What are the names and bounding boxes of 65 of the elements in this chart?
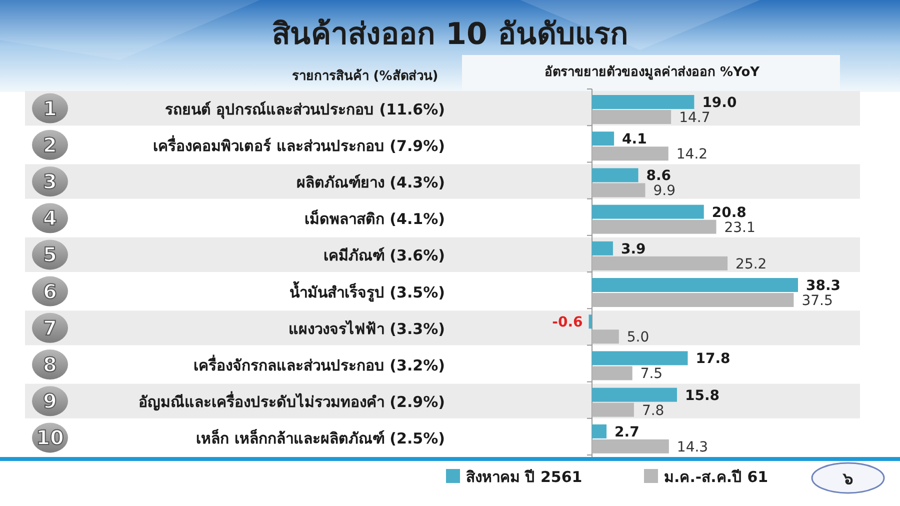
data-label: 7.8 bbox=[642, 402, 664, 419]
bar bbox=[592, 256, 728, 270]
y-tick-label: เครื่องจักรกลและส่วนประกอบ (3.2%) bbox=[193, 354, 445, 374]
data-label: 3.9 bbox=[620, 241, 646, 258]
bar bbox=[588, 314, 592, 329]
bar bbox=[592, 204, 704, 219]
bar bbox=[592, 132, 614, 146]
text: 7 bbox=[43, 316, 57, 340]
text: ๖ bbox=[842, 469, 853, 488]
bar bbox=[592, 424, 607, 438]
text: 8 bbox=[43, 352, 57, 376]
data-label: 4.1 bbox=[622, 132, 647, 148]
bar bbox=[592, 439, 669, 454]
legend-label: ม.ค.-ส.ค.ปี 61 bbox=[664, 468, 768, 486]
bar bbox=[592, 168, 638, 182]
y-tick-label: เหล็ก เหล็กกล้าและผลิตภัณฑ์ (2.5%) bbox=[196, 428, 445, 448]
data-label: 14.2 bbox=[676, 146, 708, 163]
bar bbox=[592, 402, 634, 417]
data-label: 2.7 bbox=[614, 424, 640, 440]
data-label: -0.6 bbox=[552, 314, 583, 331]
bar bbox=[592, 351, 688, 366]
bar bbox=[592, 293, 794, 307]
legend-label: สิงหาคม ปี 2561 bbox=[466, 468, 582, 486]
y-tick-label: เครื่องคอมพิวเตอร์ และส่วนประกอบ (7.9%) bbox=[153, 134, 445, 155]
y-tick-label: รถยนต์ อุปกรณ์และส่วนประกอบ (11.6%) bbox=[164, 100, 445, 120]
data-label: 9.9 bbox=[653, 183, 676, 200]
y-tick-label: แผงวงจรไฟฟ้า (3.3%) bbox=[288, 318, 445, 338]
data-label: 17.8 bbox=[696, 351, 730, 368]
bar bbox=[592, 183, 646, 198]
bar bbox=[592, 110, 672, 124]
bar bbox=[592, 366, 632, 380]
data-label: 19.0 bbox=[702, 95, 737, 111]
y-axis-title: รายการสินค้า (%สัดส่วน) bbox=[292, 68, 438, 84]
bar bbox=[592, 278, 798, 292]
bar bbox=[592, 146, 668, 161]
chart-title: สินค้าส่งออก 10 อันดับแรก bbox=[272, 17, 628, 52]
text: 4 bbox=[43, 206, 57, 230]
text: 6 bbox=[43, 279, 57, 304]
text: 5 bbox=[43, 242, 57, 267]
data-label: 7.5 bbox=[640, 366, 663, 382]
text: 1 bbox=[43, 96, 57, 120]
y-tick-label: ผลิตภัณฑ์ยาง (4.3%) bbox=[296, 174, 445, 192]
data-label: 23.1 bbox=[724, 220, 756, 236]
bar bbox=[592, 95, 694, 109]
y-tick-label: อัญมณีและเครื่องประดับไม่รวมทองคำ (2.9%) bbox=[138, 391, 445, 412]
bar bbox=[592, 388, 677, 402]
y-tick-label: เม็ดพลาสติก (4.1%) bbox=[304, 209, 445, 228]
data-label: 20.8 bbox=[712, 204, 746, 221]
text: 9 bbox=[43, 389, 57, 414]
data-label: 14.3 bbox=[676, 439, 708, 456]
data-label: 5.0 bbox=[626, 330, 650, 346]
bar bbox=[592, 330, 619, 344]
y-tick-label: น้ำมันสำเร็จรูป (3.5%) bbox=[289, 280, 445, 302]
data-label: 14.7 bbox=[679, 110, 710, 126]
data-label: 37.5 bbox=[802, 293, 833, 309]
bar bbox=[592, 241, 613, 256]
bar bbox=[592, 220, 716, 234]
y-tick-label: เคมีภัณฑ์ (3.6%) bbox=[323, 246, 445, 265]
data-label: 15.8 bbox=[684, 388, 720, 404]
data-label: 8.6 bbox=[646, 168, 672, 184]
data-label: 25.2 bbox=[736, 256, 767, 272]
text: 2 bbox=[43, 132, 57, 157]
x-axis-title: อัตราขยายตัวของมูลค่าส่งออก %YoY bbox=[544, 65, 760, 80]
data-label: 38.3 bbox=[806, 278, 841, 294]
text: 3 bbox=[43, 170, 57, 194]
